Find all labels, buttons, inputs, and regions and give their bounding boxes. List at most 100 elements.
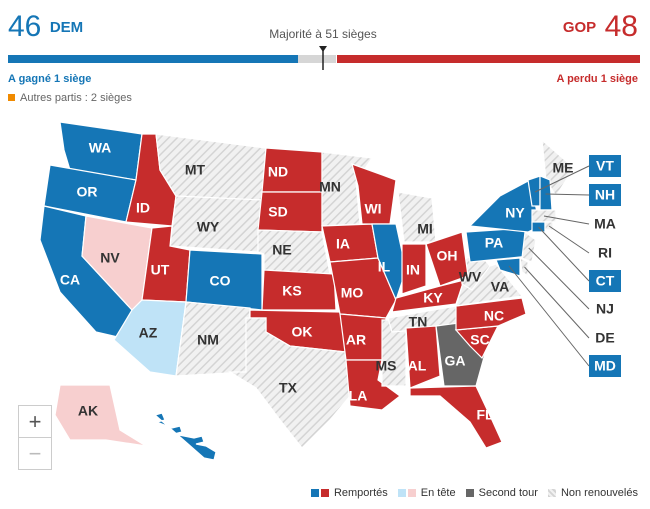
state-label: PA bbox=[485, 235, 503, 251]
state-label: NV bbox=[100, 250, 120, 266]
state-label: ID bbox=[136, 200, 150, 216]
legend-item: Second tour bbox=[465, 487, 538, 499]
state-label: IA bbox=[336, 236, 350, 252]
state bbox=[155, 133, 267, 201]
gop-seats: 48 bbox=[605, 10, 638, 43]
label-box bbox=[589, 355, 621, 377]
state-label: MI bbox=[417, 221, 433, 237]
state-label: NC bbox=[484, 308, 504, 324]
state-label: WY bbox=[197, 219, 220, 235]
state-label: OK bbox=[292, 324, 313, 340]
state bbox=[455, 297, 527, 331]
state-label: NH bbox=[595, 187, 615, 203]
dem-score: 46 DEM bbox=[8, 10, 83, 43]
majority-label: Majorité à 51 sièges bbox=[269, 27, 376, 41]
state-labels: WA OR CA NV ID MT WY UT CO AZ NM ND SD NE KS OK TX MN IA MO… bbox=[60, 140, 621, 461]
state-label: IL bbox=[378, 259, 391, 275]
state bbox=[425, 231, 469, 287]
state-label: LA bbox=[349, 388, 368, 404]
leader-line bbox=[508, 265, 590, 367]
label-box bbox=[589, 270, 621, 292]
state-label: KS bbox=[282, 283, 301, 299]
dem-change: A gagné 1 siège bbox=[8, 73, 91, 85]
state-label: WA bbox=[89, 140, 112, 156]
state-label: VT bbox=[596, 158, 614, 174]
zoom-control: + − bbox=[18, 405, 52, 470]
state-label: GA bbox=[445, 353, 466, 369]
state-label: KY bbox=[423, 290, 443, 306]
leader-line bbox=[548, 225, 590, 254]
legend-item: Non renouvelés bbox=[547, 487, 638, 499]
legend-label: En tête bbox=[420, 487, 456, 499]
state-label: HI bbox=[175, 445, 189, 461]
zoom-out[interactable]: − bbox=[19, 437, 51, 469]
state-label: OH bbox=[437, 248, 458, 264]
others-label: Autres partis : 2 sièges bbox=[20, 92, 132, 104]
state bbox=[227, 317, 351, 449]
gop-score: GOP 48 bbox=[563, 10, 638, 43]
legend-swatch bbox=[310, 489, 319, 497]
state-label: MT bbox=[185, 162, 206, 178]
legend-swatch bbox=[320, 489, 329, 497]
state-label: NM bbox=[197, 332, 219, 348]
dem-seats: 46 bbox=[8, 10, 41, 43]
state-label: NE bbox=[272, 242, 291, 258]
zoom-in[interactable]: + bbox=[28, 409, 42, 434]
state bbox=[539, 175, 553, 211]
legend-label: Non renouvelés bbox=[560, 487, 638, 499]
leader-line bbox=[534, 165, 590, 193]
dem-bar bbox=[8, 55, 298, 63]
state-label: WV bbox=[459, 269, 482, 285]
states bbox=[39, 121, 575, 461]
state bbox=[519, 256, 529, 278]
state bbox=[153, 412, 217, 461]
leader-line bbox=[528, 247, 590, 310]
state-label: IN bbox=[406, 262, 420, 278]
state-label: MO bbox=[341, 285, 364, 301]
state-label: ME bbox=[553, 160, 574, 176]
undecided-bar bbox=[298, 55, 336, 63]
legend-label: Remportés bbox=[333, 487, 388, 499]
state-label: UT bbox=[151, 262, 170, 278]
state-label: FL bbox=[476, 407, 494, 423]
legend: Remportés En tête Second tour Non renouvelé… bbox=[310, 487, 638, 499]
state-label: TX bbox=[279, 380, 298, 396]
state-label: AZ bbox=[139, 325, 158, 341]
state-label: SC bbox=[470, 332, 489, 348]
legend-item: Remportés bbox=[310, 487, 388, 499]
label-box bbox=[589, 184, 621, 206]
state bbox=[409, 385, 503, 449]
legend-swatch bbox=[397, 489, 406, 497]
legend-swatch bbox=[547, 489, 556, 497]
leader-line bbox=[543, 215, 590, 225]
state-label: NY bbox=[505, 205, 525, 221]
state bbox=[54, 384, 147, 447]
state-label: WI bbox=[364, 201, 381, 217]
gop-change: A perdu 1 siège bbox=[556, 73, 638, 85]
legend-label: Second tour bbox=[478, 487, 538, 499]
state-label: ND bbox=[268, 164, 288, 180]
label-box bbox=[589, 155, 621, 177]
state bbox=[261, 269, 337, 311]
state-label: SD bbox=[268, 204, 287, 220]
state bbox=[371, 223, 407, 302]
state bbox=[321, 223, 379, 263]
state bbox=[329, 257, 397, 319]
state-label: MA bbox=[594, 216, 616, 232]
state-label: AL bbox=[408, 358, 427, 374]
state-label: CT bbox=[596, 273, 615, 289]
leader-line bbox=[545, 193, 590, 196]
state bbox=[405, 325, 441, 389]
state-label: MS bbox=[376, 358, 397, 374]
legend-swatch bbox=[407, 489, 416, 497]
state-label: OR bbox=[77, 184, 98, 200]
state-label: CO bbox=[210, 273, 231, 289]
legend-item: En tête bbox=[397, 487, 456, 499]
state bbox=[401, 243, 427, 295]
state-label: RI bbox=[598, 245, 612, 261]
state bbox=[521, 230, 537, 263]
gop-label: GOP bbox=[563, 19, 596, 36]
legend-swatch bbox=[465, 489, 474, 497]
